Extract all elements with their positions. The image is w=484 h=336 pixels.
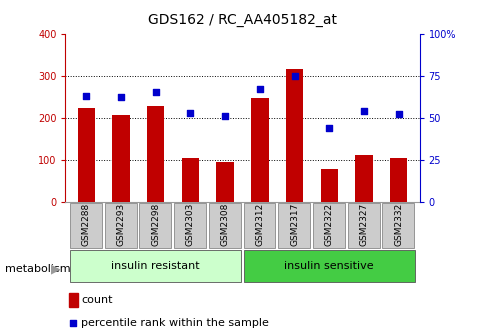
Bar [77, 108, 95, 202]
Point [151, 90, 159, 95]
Text: GSM2288: GSM2288 [82, 203, 91, 246]
Text: GSM2332: GSM2332 [393, 203, 402, 246]
Bar [389, 158, 407, 202]
Text: GSM2322: GSM2322 [324, 203, 333, 246]
FancyBboxPatch shape [347, 203, 379, 248]
FancyBboxPatch shape [243, 203, 275, 248]
Bar [147, 106, 164, 202]
Text: GSM2312: GSM2312 [255, 203, 264, 246]
Bar [285, 69, 302, 202]
Bar [69, 293, 78, 307]
Point [325, 125, 333, 130]
Text: insulin sensitive: insulin sensitive [284, 261, 373, 271]
FancyBboxPatch shape [70, 203, 102, 248]
FancyBboxPatch shape [243, 250, 414, 282]
Text: GSM2303: GSM2303 [185, 203, 195, 246]
Text: GSM2298: GSM2298 [151, 203, 160, 246]
Point [359, 108, 367, 114]
Text: metabolism: metabolism [5, 264, 70, 274]
Text: count: count [81, 295, 113, 305]
Bar [182, 158, 199, 202]
FancyBboxPatch shape [278, 203, 310, 248]
Point [256, 86, 263, 92]
Point [221, 113, 228, 119]
FancyBboxPatch shape [381, 203, 413, 248]
Text: insulin resistant: insulin resistant [111, 261, 199, 271]
Text: GSM2308: GSM2308 [220, 203, 229, 246]
Text: percentile rank within the sample: percentile rank within the sample [81, 318, 269, 328]
Point [117, 95, 125, 100]
Point [394, 112, 402, 117]
FancyBboxPatch shape [174, 203, 206, 248]
Point [82, 93, 90, 98]
Bar [216, 162, 233, 202]
Text: GSM2293: GSM2293 [116, 203, 125, 246]
Bar [112, 116, 129, 202]
Bar [320, 169, 337, 202]
Point [290, 73, 298, 78]
Point [309, 221, 317, 226]
Text: GSM2317: GSM2317 [289, 203, 299, 246]
FancyBboxPatch shape [105, 203, 136, 248]
Text: ▶: ▶ [51, 262, 60, 275]
Text: GDS162 / RC_AA405182_at: GDS162 / RC_AA405182_at [148, 13, 336, 28]
Bar [355, 155, 372, 202]
FancyBboxPatch shape [312, 203, 344, 248]
Point [186, 110, 194, 115]
FancyBboxPatch shape [70, 250, 241, 282]
FancyBboxPatch shape [139, 203, 171, 248]
Text: GSM2327: GSM2327 [359, 203, 368, 246]
FancyBboxPatch shape [209, 203, 240, 248]
Bar [251, 98, 268, 202]
